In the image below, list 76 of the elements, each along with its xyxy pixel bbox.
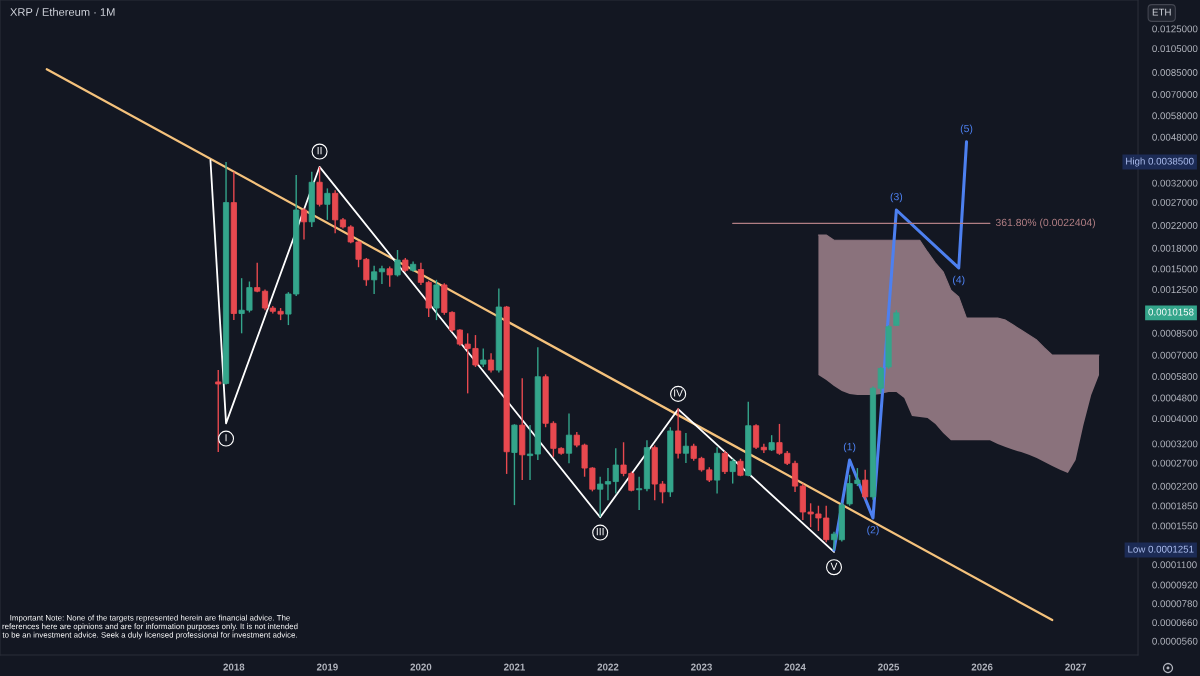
y-tick-label: 0.0007000 [1152, 351, 1198, 359]
annotation: (3) [890, 192, 903, 203]
annotation: II [317, 147, 322, 155]
candlestick [316, 166, 323, 208]
candlestick [636, 476, 643, 511]
annotation: IV [674, 389, 683, 397]
annotation: I [225, 434, 227, 442]
y-tick-label: 0.0001850 [1152, 502, 1198, 510]
y-tick-label: 0.0105000 [1152, 45, 1198, 53]
y-tick-label: 0.0027000 [1152, 198, 1198, 206]
candlestick [394, 249, 401, 278]
x-tick-label: 2021 [503, 663, 525, 671]
annotation: (5) [960, 124, 973, 135]
candlestick [371, 265, 378, 295]
y-tick-label: 0.0005800 [1152, 373, 1198, 380]
candlestick [721, 450, 728, 475]
y-tick-label: 0.0015000 [1152, 265, 1198, 273]
candlestick [830, 531, 838, 551]
y-tick-label: 0.0022000 [1152, 222, 1198, 229]
candlestick [215, 369, 222, 453]
x-tick-label: 2018 [223, 663, 245, 671]
x-tick-label: 2024 [784, 663, 806, 671]
x-tick-label: 2025 [878, 663, 900, 671]
candlestick [433, 279, 440, 321]
y-tick-label: 0.0012500 [1152, 286, 1198, 293]
text: XRP / Ethereum · 1M [10, 7, 115, 16]
y-tick-label: 0.0032000 [1152, 179, 1198, 187]
y-tick-label: 0.0001100 [1152, 561, 1197, 569]
candlestick [378, 265, 385, 285]
x-tick-label: 2019 [316, 663, 338, 671]
y-tick-label: 0.0002700 [1152, 459, 1198, 467]
candlestick [753, 423, 760, 450]
annotation: (1) [843, 442, 856, 453]
line-series [209, 159, 835, 553]
candlestick [597, 476, 604, 518]
x-tick-label: 2023 [691, 663, 712, 671]
candlestick [324, 187, 331, 221]
y-tick-label: 0.0048000 [1152, 133, 1198, 141]
annotation: III [596, 528, 604, 536]
candlestick [526, 424, 534, 481]
y-tick-label: 0.0070000 [1152, 91, 1198, 98]
y-tick-label: 0.0002200 [1152, 482, 1198, 490]
y-tick-label: 0.0003200 [1152, 440, 1198, 448]
annotation: Low 0.0001251 [1128, 545, 1194, 553]
candlestick [675, 407, 682, 460]
x-tick-label: 2020 [410, 663, 432, 671]
y-tick-label: 0.0000780 [1152, 600, 1198, 608]
y-tick-label: 0.0001550 [1152, 522, 1198, 530]
annotation: (4) [953, 275, 965, 286]
candlestick [386, 265, 393, 288]
y-tick-label: 0.0125000 [1152, 25, 1198, 33]
candlestick [480, 347, 487, 368]
candlestick [300, 207, 308, 241]
annotation: (2) [867, 525, 879, 536]
x-tick-label: 2026 [971, 663, 993, 671]
candlestick [487, 352, 495, 374]
annotation: 361.80% (0.0022404) [995, 218, 1096, 229]
y-tick-label: 0.0000920 [1152, 581, 1198, 589]
y-tick-label: 0.0018000 [1152, 244, 1198, 252]
annotation: High 0.0038500 [1126, 157, 1194, 167]
candlestick [862, 469, 869, 501]
y-tick-label: 0.0004800 [1152, 394, 1198, 402]
y-tick-label: 0.0085000 [1152, 69, 1198, 76]
y-axis-title: ETH [1152, 8, 1171, 16]
y-tick-label: 0.0000660 [1152, 619, 1198, 627]
text: 0.0010158 [1148, 308, 1194, 316]
y-tick-label: 0.0058000 [1152, 112, 1198, 120]
y-tick-label: 0.0000560 [1152, 637, 1198, 645]
y-tick-label: 0.0004000 [1152, 415, 1198, 423]
y-tick-label: 0.0008500 [1152, 329, 1198, 337]
candlestick [682, 432, 689, 464]
annotation: V [830, 562, 838, 570]
x-tick-label: 2022 [597, 663, 619, 671]
x-tick-label: 2027 [1065, 663, 1087, 671]
candlestick [729, 458, 736, 485]
candlestick [565, 412, 573, 465]
